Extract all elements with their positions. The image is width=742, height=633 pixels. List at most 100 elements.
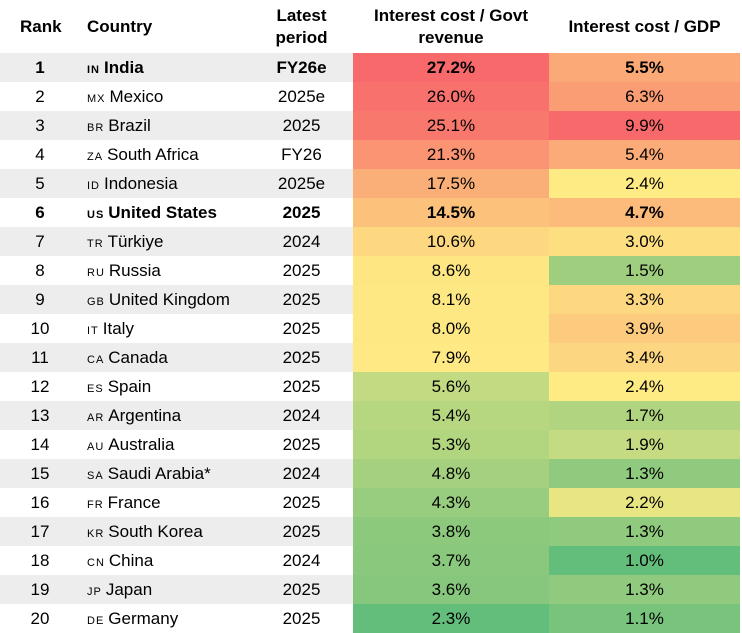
country-cell: GB United Kingdom <box>80 285 250 314</box>
period-cell: 2025 <box>250 488 353 517</box>
interest-revenue-cell: 8.6% <box>353 256 549 285</box>
interest-gdp-cell: 9.9% <box>549 111 740 140</box>
interest-gdp-cell: 1.5% <box>549 256 740 285</box>
rank-cell: 5 <box>0 169 80 198</box>
country-cell: ID Indonesia <box>80 169 250 198</box>
country-cell: SA Saudi Arabia* <box>80 459 250 488</box>
country-cell: ES Spain <box>80 372 250 401</box>
period-cell: 2024 <box>250 546 353 575</box>
table-row: 10 IT Italy 2025 8.0% 3.9% <box>0 314 740 343</box>
country-code: BR <box>87 121 105 134</box>
interest-gdp-cell: 3.4% <box>549 343 740 372</box>
period-cell: 2025 <box>250 285 353 314</box>
interest-revenue-cell: 10.6% <box>353 227 549 256</box>
period-cell: 2025 <box>250 111 353 140</box>
country-name: Canada <box>108 347 168 367</box>
header-interest-cost-gdp: Interest cost / GDP <box>549 0 740 53</box>
header-row: Rank Country Latest period Interest cost… <box>0 0 740 53</box>
rank-cell: 4 <box>0 140 80 169</box>
country-cell: CA Canada <box>80 343 250 372</box>
country-code: IT <box>87 324 99 337</box>
country-code: SA <box>87 469 104 482</box>
country-cell: AR Argentina <box>80 401 250 430</box>
interest-revenue-cell: 27.2% <box>353 53 549 82</box>
period-cell: 2024 <box>250 227 353 256</box>
period-cell: FY26e <box>250 53 353 82</box>
interest-revenue-cell: 5.6% <box>353 372 549 401</box>
period-cell: 2025 <box>250 198 353 227</box>
rank-cell: 15 <box>0 459 80 488</box>
country-name: United States <box>108 202 217 222</box>
header-latest-period: Latest period <box>250 0 353 53</box>
period-cell: 2025 <box>250 256 353 285</box>
table-row: 20 DE Germany 2025 2.3% 1.1% <box>0 604 740 633</box>
period-cell: 2025 <box>250 430 353 459</box>
rank-cell: 20 <box>0 604 80 633</box>
country-name: India <box>104 57 144 77</box>
country-name: Saudi Arabia* <box>107 463 211 483</box>
country-name: Germany <box>108 608 179 628</box>
country-code: DE <box>87 614 105 627</box>
interest-gdp-cell: 5.5% <box>549 53 740 82</box>
rank-cell: 16 <box>0 488 80 517</box>
country-name: Brazil <box>108 115 151 135</box>
table-row: 6 US United States 2025 14.5% 4.7% <box>0 198 740 227</box>
country-name: Mexico <box>109 86 164 106</box>
rank-cell: 19 <box>0 575 80 604</box>
country-cell: US United States <box>80 198 250 227</box>
country-name: Spain <box>107 376 152 396</box>
rank-cell: 18 <box>0 546 80 575</box>
table-row: 3 BR Brazil 2025 25.1% 9.9% <box>0 111 740 140</box>
interest-revenue-cell: 25.1% <box>353 111 549 140</box>
interest-gdp-cell: 6.3% <box>549 82 740 111</box>
table-row: 11 CA Canada 2025 7.9% 3.4% <box>0 343 740 372</box>
period-cell: 2025e <box>250 82 353 111</box>
interest-revenue-cell: 5.3% <box>353 430 549 459</box>
rank-cell: 8 <box>0 256 80 285</box>
country-name: France <box>107 492 161 512</box>
country-cell: AU Australia <box>80 430 250 459</box>
country-cell: KR South Korea <box>80 517 250 546</box>
interest-gdp-cell: 1.0% <box>549 546 740 575</box>
country-name: Japan <box>105 579 153 599</box>
rank-cell: 9 <box>0 285 80 314</box>
interest-revenue-cell: 17.5% <box>353 169 549 198</box>
period-cell: FY26 <box>250 140 353 169</box>
interest-gdp-cell: 1.3% <box>549 459 740 488</box>
interest-revenue-cell: 21.3% <box>353 140 549 169</box>
interest-gdp-cell: 3.0% <box>549 227 740 256</box>
table-row: 18 CN China 2024 3.7% 1.0% <box>0 546 740 575</box>
country-name: Türkiye <box>107 231 164 251</box>
interest-revenue-cell: 3.8% <box>353 517 549 546</box>
table-row: 5 ID Indonesia 2025e 17.5% 2.4% <box>0 169 740 198</box>
interest-gdp-cell: 4.7% <box>549 198 740 227</box>
period-cell: 2024 <box>250 401 353 430</box>
period-cell: 2025 <box>250 575 353 604</box>
table-row: 4 ZA South Africa FY26 21.3% 5.4% <box>0 140 740 169</box>
table-row: 19 JP Japan 2025 3.6% 1.3% <box>0 575 740 604</box>
country-code: CN <box>87 556 105 569</box>
country-code: MX <box>87 92 106 105</box>
interest-revenue-cell: 4.8% <box>353 459 549 488</box>
country-name: Indonesia <box>104 173 178 193</box>
interest-gdp-cell: 1.7% <box>549 401 740 430</box>
period-cell: 2025e <box>250 169 353 198</box>
interest-revenue-cell: 26.0% <box>353 82 549 111</box>
interest-revenue-cell: 2.3% <box>353 604 549 633</box>
interest-revenue-cell: 7.9% <box>353 343 549 372</box>
rank-cell: 14 <box>0 430 80 459</box>
table-body: 1 IN India FY26e 27.2% 5.5% 2 MX Mexico 2025e 26.0… <box>0 53 740 633</box>
period-cell: 2025 <box>250 604 353 633</box>
country-code: ES <box>87 382 104 395</box>
interest-gdp-cell: 5.4% <box>549 140 740 169</box>
country-cell: TR Türkiye <box>80 227 250 256</box>
interest-gdp-cell: 1.3% <box>549 517 740 546</box>
period-cell: 2024 <box>250 459 353 488</box>
interest-revenue-cell: 4.3% <box>353 488 549 517</box>
header-interest-cost-revenue: Interest cost / Govt revenue <box>353 0 549 53</box>
country-name: Australia <box>108 434 175 454</box>
country-code: ID <box>87 179 100 192</box>
rank-cell: 2 <box>0 82 80 111</box>
country-name: United Kingdom <box>108 289 230 309</box>
